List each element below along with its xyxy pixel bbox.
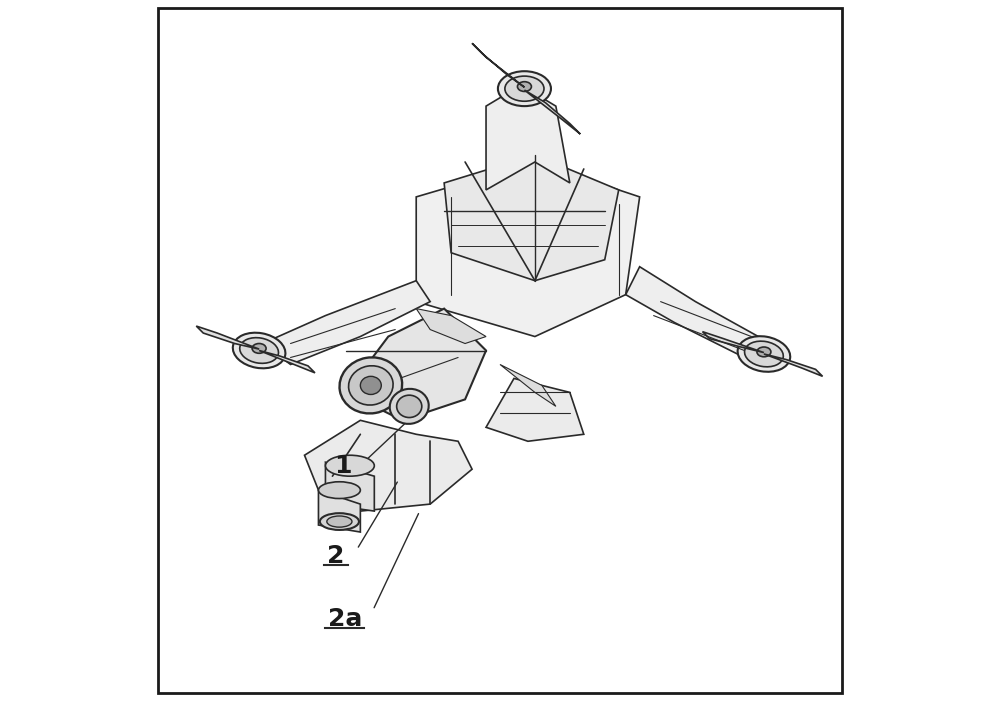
Polygon shape	[196, 326, 259, 349]
Polygon shape	[318, 490, 360, 532]
Ellipse shape	[327, 516, 352, 527]
Polygon shape	[702, 332, 764, 353]
Polygon shape	[346, 308, 486, 421]
Ellipse shape	[233, 333, 285, 368]
Polygon shape	[263, 280, 430, 365]
Text: 2: 2	[327, 545, 345, 569]
Ellipse shape	[360, 376, 381, 395]
Ellipse shape	[517, 82, 531, 91]
Polygon shape	[444, 155, 619, 280]
Ellipse shape	[757, 347, 771, 357]
Polygon shape	[416, 308, 486, 343]
Polygon shape	[304, 421, 472, 511]
Ellipse shape	[349, 366, 393, 405]
Polygon shape	[764, 354, 823, 376]
Ellipse shape	[320, 513, 359, 530]
Ellipse shape	[738, 336, 790, 372]
Ellipse shape	[397, 395, 422, 418]
Ellipse shape	[505, 76, 544, 101]
Ellipse shape	[498, 72, 551, 106]
Polygon shape	[626, 266, 758, 358]
Polygon shape	[524, 90, 580, 134]
Text: 1: 1	[334, 454, 352, 477]
Ellipse shape	[745, 341, 783, 367]
Polygon shape	[500, 365, 556, 407]
Polygon shape	[486, 379, 584, 441]
Ellipse shape	[252, 343, 266, 353]
Text: 2a: 2a	[328, 607, 362, 632]
Polygon shape	[325, 462, 374, 511]
Polygon shape	[259, 350, 315, 373]
Ellipse shape	[318, 482, 360, 498]
Ellipse shape	[240, 338, 278, 363]
Ellipse shape	[340, 358, 402, 414]
Polygon shape	[472, 43, 524, 87]
Ellipse shape	[325, 455, 374, 476]
Polygon shape	[486, 86, 570, 190]
Ellipse shape	[390, 389, 429, 424]
Polygon shape	[416, 162, 640, 336]
